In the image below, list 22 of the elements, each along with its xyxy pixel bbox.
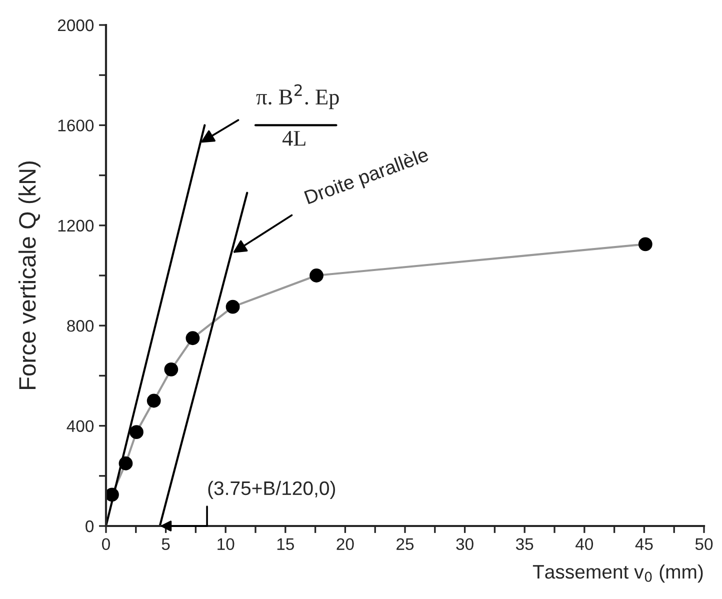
- x-tick-label: 5: [162, 538, 170, 550]
- y-tick-label: 400: [66, 420, 94, 432]
- x-tick-label: 40: [576, 538, 594, 550]
- x-tick-label: 25: [396, 538, 414, 550]
- x-tick-label: 20: [336, 538, 354, 550]
- y-axis-title: Force verticale Q (kN): [18, 162, 40, 390]
- annotation: 4L: [282, 131, 306, 146]
- x-tick-label: 10: [218, 538, 234, 550]
- x-tick-label: 50: [695, 538, 713, 550]
- y-tick-label: 800: [67, 320, 94, 332]
- y-tick-label: 1200: [58, 220, 94, 232]
- annotation: π. B$^{2}$. Ep: [256, 84, 339, 110]
- x-tick-label: 15: [277, 538, 294, 550]
- y-tick-label: 1600: [58, 120, 94, 132]
- annotation: (3.75+B/120,0): [208, 480, 336, 499]
- y-tick-label: 2000: [58, 19, 94, 32]
- y-tick-label: 0: [86, 520, 94, 532]
- x-tick-label: 0: [102, 538, 110, 550]
- x-axis-title: Tassement v$_{0}$ (mm): [532, 564, 703, 583]
- x-tick-label: 35: [516, 538, 534, 550]
- x-tick-label: 45: [635, 538, 653, 550]
- x-tick-label: 30: [456, 538, 474, 550]
